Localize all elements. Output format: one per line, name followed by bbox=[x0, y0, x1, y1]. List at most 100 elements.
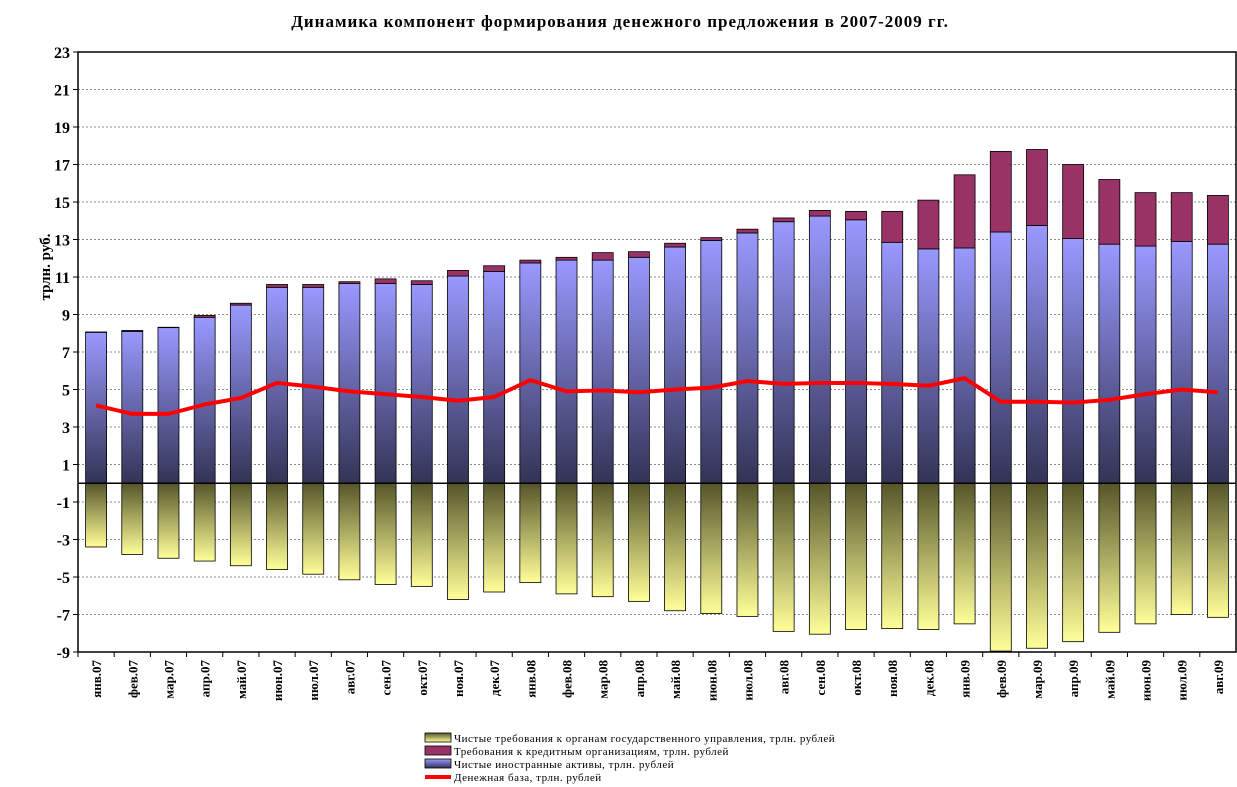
bar bbox=[121, 330, 144, 332]
bar bbox=[229, 302, 252, 306]
bar bbox=[1207, 195, 1229, 245]
bar bbox=[772, 221, 795, 484]
x-tick-label: фев.09 bbox=[994, 660, 1009, 699]
bar bbox=[917, 482, 940, 630]
x-tick-label: апр.07 bbox=[198, 660, 213, 698]
bar bbox=[157, 482, 180, 559]
bar bbox=[591, 482, 614, 598]
bar bbox=[121, 330, 144, 484]
bar bbox=[1170, 240, 1193, 484]
bar bbox=[1062, 238, 1085, 484]
bar bbox=[881, 241, 904, 484]
legend-swatch bbox=[424, 732, 452, 743]
x-tick-label: мар.07 bbox=[161, 660, 176, 699]
legend-label: Требования к кредитным организациям, трл… bbox=[454, 746, 729, 758]
y-tick-label: 9 bbox=[62, 308, 70, 325]
y-tick-label: 13 bbox=[54, 233, 70, 250]
bar bbox=[85, 482, 107, 548]
bar bbox=[736, 482, 759, 617]
x-tick-label: июн.07 bbox=[270, 660, 285, 702]
y-tick-label: -3 bbox=[57, 533, 70, 550]
bar bbox=[338, 283, 361, 484]
bar bbox=[628, 256, 650, 484]
bar bbox=[519, 262, 542, 484]
x-tick-label: июл.08 bbox=[740, 660, 755, 701]
x-tick-label: окт.08 bbox=[849, 660, 864, 696]
x-tick-label: авг.08 bbox=[777, 660, 792, 695]
y-tick-label: 5 bbox=[62, 383, 70, 400]
x-tick-label: май.07 bbox=[234, 660, 249, 700]
bar bbox=[845, 210, 867, 221]
bar bbox=[555, 259, 578, 484]
bar bbox=[410, 284, 433, 484]
bar bbox=[881, 210, 904, 243]
bar bbox=[1207, 482, 1229, 618]
bar bbox=[519, 259, 542, 264]
bar bbox=[808, 210, 831, 217]
x-tick-label: апр.08 bbox=[632, 660, 647, 698]
x-tick-label: авг.07 bbox=[342, 660, 357, 695]
y-axis-label: трлн. руб. bbox=[38, 233, 54, 300]
x-tick-label: май.09 bbox=[1102, 660, 1117, 700]
legend-swatch bbox=[424, 745, 452, 756]
bar bbox=[1207, 243, 1229, 484]
x-tick-label: июл.07 bbox=[306, 660, 321, 701]
bar bbox=[447, 482, 469, 600]
x-tick-label: дек.08 bbox=[921, 660, 936, 697]
bar bbox=[772, 217, 795, 223]
legend-label: Чистые требования к органам государствен… bbox=[454, 733, 835, 745]
bar bbox=[410, 280, 433, 285]
bar bbox=[1026, 149, 1048, 226]
x-tick-label: апр.09 bbox=[1066, 660, 1081, 698]
y-tick-label: 1 bbox=[62, 458, 70, 475]
x-tick-label: янв.09 bbox=[958, 660, 973, 698]
bar bbox=[121, 482, 144, 555]
bar bbox=[374, 278, 397, 284]
x-tick-label: мар.09 bbox=[1030, 660, 1045, 699]
y-tick-label: -5 bbox=[57, 570, 70, 587]
x-tick-label: янв.08 bbox=[523, 660, 538, 698]
x-tick-label: ноя.07 bbox=[451, 660, 466, 698]
legend-label: Чистые иностранные активы, трлн. рублей bbox=[454, 759, 674, 771]
bar bbox=[338, 482, 361, 581]
bar bbox=[266, 284, 288, 288]
y-tick-label: -7 bbox=[57, 608, 70, 625]
legend-label: Денежная база, трлн. рублей bbox=[454, 772, 602, 784]
bar bbox=[193, 316, 216, 484]
bar bbox=[1098, 243, 1121, 484]
x-tick-label: фев.08 bbox=[560, 660, 575, 699]
x-tick-label: июн.08 bbox=[704, 660, 719, 702]
bar bbox=[989, 482, 1012, 652]
bar bbox=[1026, 225, 1048, 484]
x-tick-label: фев.07 bbox=[125, 660, 140, 699]
bar bbox=[845, 482, 867, 630]
bar bbox=[1062, 164, 1085, 239]
y-tick-label: 21 bbox=[54, 83, 70, 100]
bar bbox=[591, 252, 614, 261]
bar bbox=[917, 199, 940, 250]
y-tick-label: 23 bbox=[54, 45, 70, 62]
bar bbox=[989, 231, 1012, 484]
bar bbox=[736, 228, 759, 234]
legend-swatch bbox=[424, 758, 452, 769]
y-tick-label: 19 bbox=[54, 120, 70, 137]
bar bbox=[1134, 245, 1157, 484]
bar bbox=[374, 482, 397, 585]
bar bbox=[700, 482, 723, 614]
bar bbox=[772, 482, 795, 632]
y-tick-label: -1 bbox=[57, 495, 70, 512]
bar bbox=[736, 232, 759, 484]
y-tick-label: -9 bbox=[57, 645, 70, 662]
bar bbox=[917, 248, 940, 484]
x-tick-label: сен.08 bbox=[813, 660, 828, 696]
bar bbox=[157, 327, 180, 484]
bar bbox=[555, 256, 578, 261]
bar bbox=[1170, 192, 1193, 242]
bar bbox=[591, 259, 614, 484]
x-tick-label: май.08 bbox=[668, 660, 683, 700]
chart-title: Динамика компонент формирования денежног… bbox=[291, 12, 949, 31]
bar bbox=[519, 482, 542, 584]
bar bbox=[266, 482, 288, 570]
bar bbox=[193, 315, 216, 318]
bar bbox=[628, 251, 650, 258]
